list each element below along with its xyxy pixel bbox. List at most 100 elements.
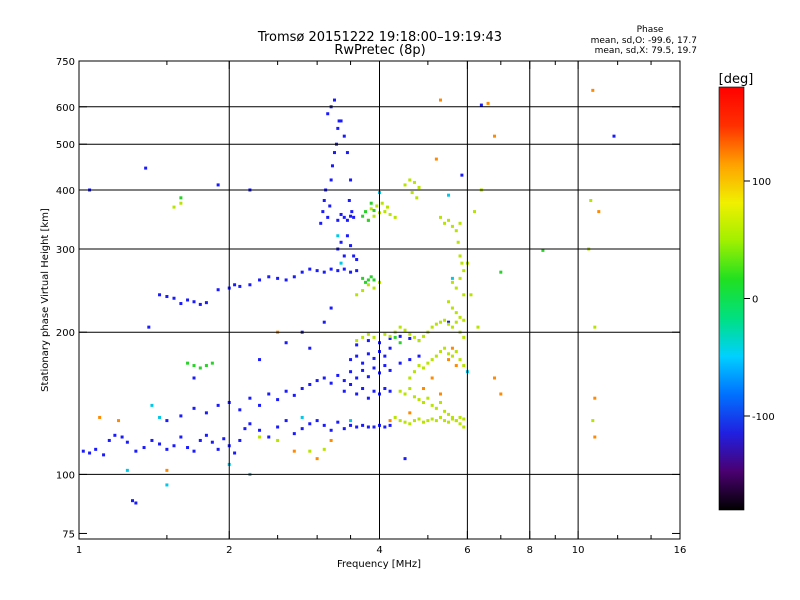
scatter-point	[375, 204, 379, 208]
scatter-point	[388, 423, 392, 427]
phase-stats: Phase mean, sd,O: -99.6, 17.7 mean, sd,X…	[591, 25, 697, 56]
scatter-point	[315, 457, 319, 461]
scatter-point	[238, 284, 242, 288]
scatter-point	[308, 267, 312, 271]
chart-title: Tromsø 20151222 19:18:00–19:19:43	[257, 30, 502, 45]
scatter-point	[472, 210, 476, 214]
scatter-point	[408, 387, 412, 391]
scatter-point	[248, 283, 252, 287]
scatter-point	[393, 415, 397, 419]
scatter-point	[447, 420, 451, 424]
scatter-point	[450, 224, 454, 228]
scatter-point	[342, 389, 346, 393]
scatter-point	[198, 366, 202, 370]
scatter-point	[349, 370, 353, 374]
scatter-point	[456, 240, 460, 244]
x-axis-label: Frequency [MHz]	[337, 559, 421, 570]
scatter-point	[238, 408, 242, 412]
scatter-point	[430, 325, 434, 329]
scatter-point	[612, 134, 616, 138]
scatter-point	[458, 254, 462, 258]
scatter-point	[458, 415, 462, 419]
scatter-point	[355, 354, 359, 358]
phase-stats-heading: Phase	[637, 25, 664, 35]
scatter-point	[322, 423, 326, 427]
scatter-point	[458, 315, 462, 319]
plot-grid	[79, 61, 680, 539]
scatter-point	[439, 320, 443, 324]
scatter-point	[248, 396, 252, 400]
scatter-point	[398, 325, 402, 329]
scatter-point	[412, 395, 416, 399]
scatter-point	[398, 341, 402, 345]
scatter-point	[366, 339, 370, 343]
scatter-point	[426, 361, 430, 365]
scatter-point	[216, 447, 220, 451]
scatter-point	[165, 419, 169, 423]
scatter-point	[434, 419, 438, 423]
scatter-point	[426, 419, 430, 423]
scatter-point	[447, 320, 451, 324]
scatter-point	[165, 468, 169, 472]
scatter-point	[330, 164, 334, 168]
scatter-point	[81, 449, 85, 453]
scatter-point	[144, 166, 148, 170]
scatter-point	[300, 415, 304, 419]
scatter-point	[417, 364, 421, 368]
scatter-point	[388, 336, 392, 340]
scatter-point	[366, 278, 370, 282]
scatter-point	[450, 280, 454, 284]
scatter-point	[439, 350, 443, 354]
phase-stats-o: mean, sd,O: -99.6, 17.7	[591, 36, 697, 46]
scatter-point	[388, 389, 392, 393]
scatter-point	[172, 205, 176, 209]
scatter-point	[393, 335, 397, 339]
scatter-point	[439, 415, 443, 419]
scatter-point	[179, 196, 183, 200]
scatter-point	[462, 417, 466, 421]
scatter-point	[192, 364, 196, 368]
scatter-point	[342, 215, 346, 219]
x-axis: 1 2 4 6 8 10 16	[76, 61, 686, 556]
scatter-point	[355, 293, 359, 297]
scatter-point	[107, 438, 111, 442]
scatter-point	[186, 361, 190, 365]
scatter-point	[383, 425, 387, 429]
scatter-point	[204, 411, 208, 415]
scatter-point	[292, 275, 296, 279]
scatter-point	[332, 98, 336, 102]
scatter-point	[192, 406, 196, 410]
scatter-point	[326, 112, 330, 116]
scatter-point	[165, 447, 169, 451]
scatter-point	[361, 361, 365, 365]
scatter-point	[179, 302, 183, 306]
scatter-point	[439, 98, 443, 102]
scatter-point	[113, 433, 117, 437]
scatter-point	[541, 248, 545, 252]
scatter-point	[355, 392, 359, 396]
scatter-point	[258, 435, 262, 439]
scatter-point	[383, 364, 387, 368]
scatter-point	[337, 119, 341, 123]
y-tick-label: 75	[62, 529, 75, 540]
scatter-point	[125, 468, 129, 472]
scatter-point	[329, 267, 333, 271]
scatter-point	[385, 205, 389, 209]
scatter-point	[383, 210, 387, 214]
scatter-point	[589, 199, 593, 203]
scatter-point	[443, 419, 447, 423]
colorbar-tick-label: 100	[752, 177, 771, 188]
colorbar-label: [deg]	[719, 72, 754, 87]
scatter-point	[393, 215, 397, 219]
scatter-point	[383, 387, 387, 391]
y-axis-label: Stationary phase Virtual Height [km]	[40, 208, 51, 392]
scatter-point	[147, 325, 151, 329]
x-tick-label: 8	[527, 545, 533, 556]
scatter-point	[460, 261, 464, 265]
scatter-point	[349, 270, 353, 274]
scatter-point	[593, 325, 597, 329]
scatter-point	[412, 180, 416, 184]
scatter-point	[179, 201, 183, 205]
scatter-point	[388, 334, 392, 338]
